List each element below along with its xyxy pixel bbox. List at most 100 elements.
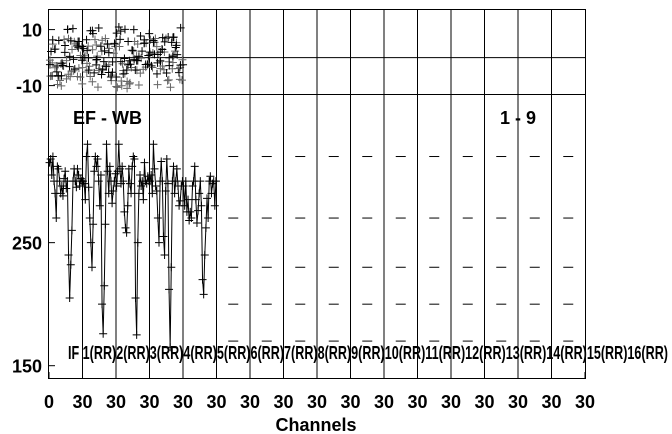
amplitude-point — [54, 164, 63, 173]
phase-point — [128, 46, 137, 55]
amplitude-point — [125, 179, 134, 188]
phase-point — [168, 52, 177, 61]
amplitude-point — [57, 182, 66, 191]
phase-point — [169, 51, 178, 60]
phase-point — [79, 44, 88, 53]
x-tick-label: 30 — [240, 392, 260, 412]
phase-point — [115, 42, 124, 51]
amplitude-point — [52, 214, 61, 223]
amplitude-point — [71, 177, 80, 186]
y-tick-label: -10 — [16, 77, 42, 97]
amplitude-point — [127, 189, 136, 198]
phase-point — [70, 65, 79, 74]
phase-point — [74, 64, 83, 73]
amplitude-point — [131, 294, 140, 303]
phase-point — [48, 35, 57, 44]
phase-point — [134, 52, 143, 61]
bottom-panel-series — [45, 140, 220, 352]
amplitude-point — [82, 152, 91, 161]
phase-point — [88, 77, 97, 86]
phase-point — [50, 45, 59, 54]
x-axis-title: Channels — [275, 415, 356, 434]
phase-point — [163, 76, 172, 85]
amplitude-point — [94, 177, 103, 186]
amplitude-point — [203, 194, 212, 203]
phase-point — [73, 41, 82, 50]
phase-point — [118, 59, 127, 68]
phase-point — [175, 75, 184, 84]
x-tick-label: 30 — [374, 392, 394, 412]
phase-point — [149, 36, 158, 45]
x-tick-label: 30 — [173, 392, 193, 412]
phase-point — [136, 32, 145, 41]
phase-point — [138, 47, 147, 56]
amplitude-point — [137, 182, 146, 191]
phase-point — [171, 43, 180, 52]
phase-point — [179, 60, 188, 69]
amplitude-point — [98, 300, 107, 309]
amplitude-point — [93, 154, 102, 163]
amplitude-point — [74, 170, 83, 179]
phase-point — [156, 57, 165, 66]
phase-point — [85, 62, 94, 71]
amplitude-point — [83, 140, 92, 149]
phase-point — [57, 81, 66, 90]
phase-point — [78, 79, 87, 88]
phase-point — [120, 69, 129, 78]
amplitude-point — [140, 158, 149, 167]
phase-point — [133, 56, 142, 65]
amplitude-point — [90, 167, 99, 176]
phase-point — [172, 41, 181, 50]
phase-point — [129, 25, 138, 34]
x-tick-label: 30 — [407, 392, 427, 412]
phase-point — [82, 68, 91, 77]
phase-point — [117, 81, 126, 90]
grid-layer — [49, 10, 585, 378]
phase-point — [61, 41, 70, 50]
amplitude-point — [121, 223, 130, 232]
phase-point — [114, 23, 123, 32]
phase-point — [112, 73, 121, 82]
phase-point — [148, 63, 157, 72]
amplitude-point — [194, 206, 203, 215]
phase-point — [124, 37, 133, 46]
x-tick-label: 30 — [106, 392, 126, 412]
phase-point — [66, 72, 75, 81]
amplitude-point — [206, 172, 215, 181]
amplitude-point — [62, 184, 71, 193]
amplitude-point — [159, 232, 168, 241]
amplitude-point — [176, 196, 185, 205]
phase-point — [92, 60, 101, 69]
phase-point — [78, 63, 87, 72]
phase-point — [98, 36, 107, 45]
amplitude-point — [133, 238, 142, 247]
amplitude-point — [200, 250, 209, 259]
phase-point — [110, 39, 119, 48]
phase-point — [53, 80, 62, 89]
phase-point — [147, 61, 156, 70]
phase-point — [158, 33, 167, 42]
amplitude-point — [165, 285, 174, 294]
phase-point — [125, 80, 134, 89]
amplitude-point — [45, 158, 54, 167]
phase-point — [102, 62, 111, 71]
amplitude-point — [163, 179, 172, 188]
amplitude-point — [157, 157, 166, 166]
amplitude-point — [134, 189, 143, 198]
amplitude-point — [187, 214, 196, 223]
amplitude-point — [196, 177, 205, 186]
amplitude-point — [158, 177, 167, 186]
phase-point — [169, 33, 178, 42]
amplitude-point — [102, 140, 111, 149]
amplitude-point — [47, 170, 56, 179]
phase-point — [92, 55, 101, 64]
amplitude-point — [132, 330, 141, 339]
x-tick-label: 30 — [273, 392, 293, 412]
amplitude-series-line — [82, 144, 116, 334]
amplitude-point — [181, 177, 190, 186]
phase-point — [104, 48, 113, 57]
plot-frame — [48, 9, 586, 379]
amplitude-point — [210, 201, 219, 210]
phase-point — [58, 61, 67, 70]
